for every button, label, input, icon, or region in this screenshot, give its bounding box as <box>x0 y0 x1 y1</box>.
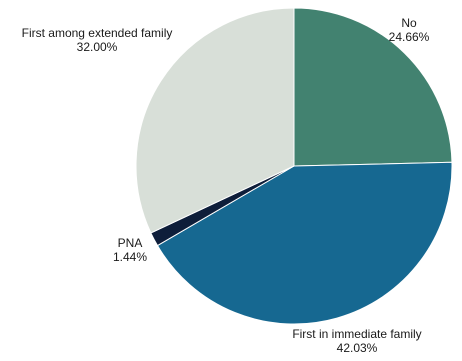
labels-layer: No 24.66% First in immediate family 42.03% P… <box>22 16 430 355</box>
slice-label-first-among-extended-family: First among extended family 32.00% <box>22 26 173 54</box>
slice-category-label: PNA <box>118 236 143 250</box>
slice-label-first-in-immediate-family: First in immediate family 42.03% <box>292 327 421 355</box>
slice-percent-label: 42.03% <box>337 341 378 355</box>
slice-category-label: First in immediate family <box>292 327 421 341</box>
slice-label-pna: PNA 1.44% <box>113 236 147 264</box>
slice-category-label: No <box>401 16 417 30</box>
slice-category-label: First among extended family <box>22 26 173 40</box>
pie-slice-first-among-extended-family <box>135 7 295 234</box>
slices-layer <box>135 7 453 325</box>
pie-slice-no <box>293 7 453 167</box>
slice-percent-label: 24.66% <box>389 30 430 44</box>
slice-percent-label: 1.44% <box>113 250 147 264</box>
slice-label-no: No 24.66% <box>389 16 430 44</box>
slice-percent-label: 32.00% <box>77 40 118 54</box>
